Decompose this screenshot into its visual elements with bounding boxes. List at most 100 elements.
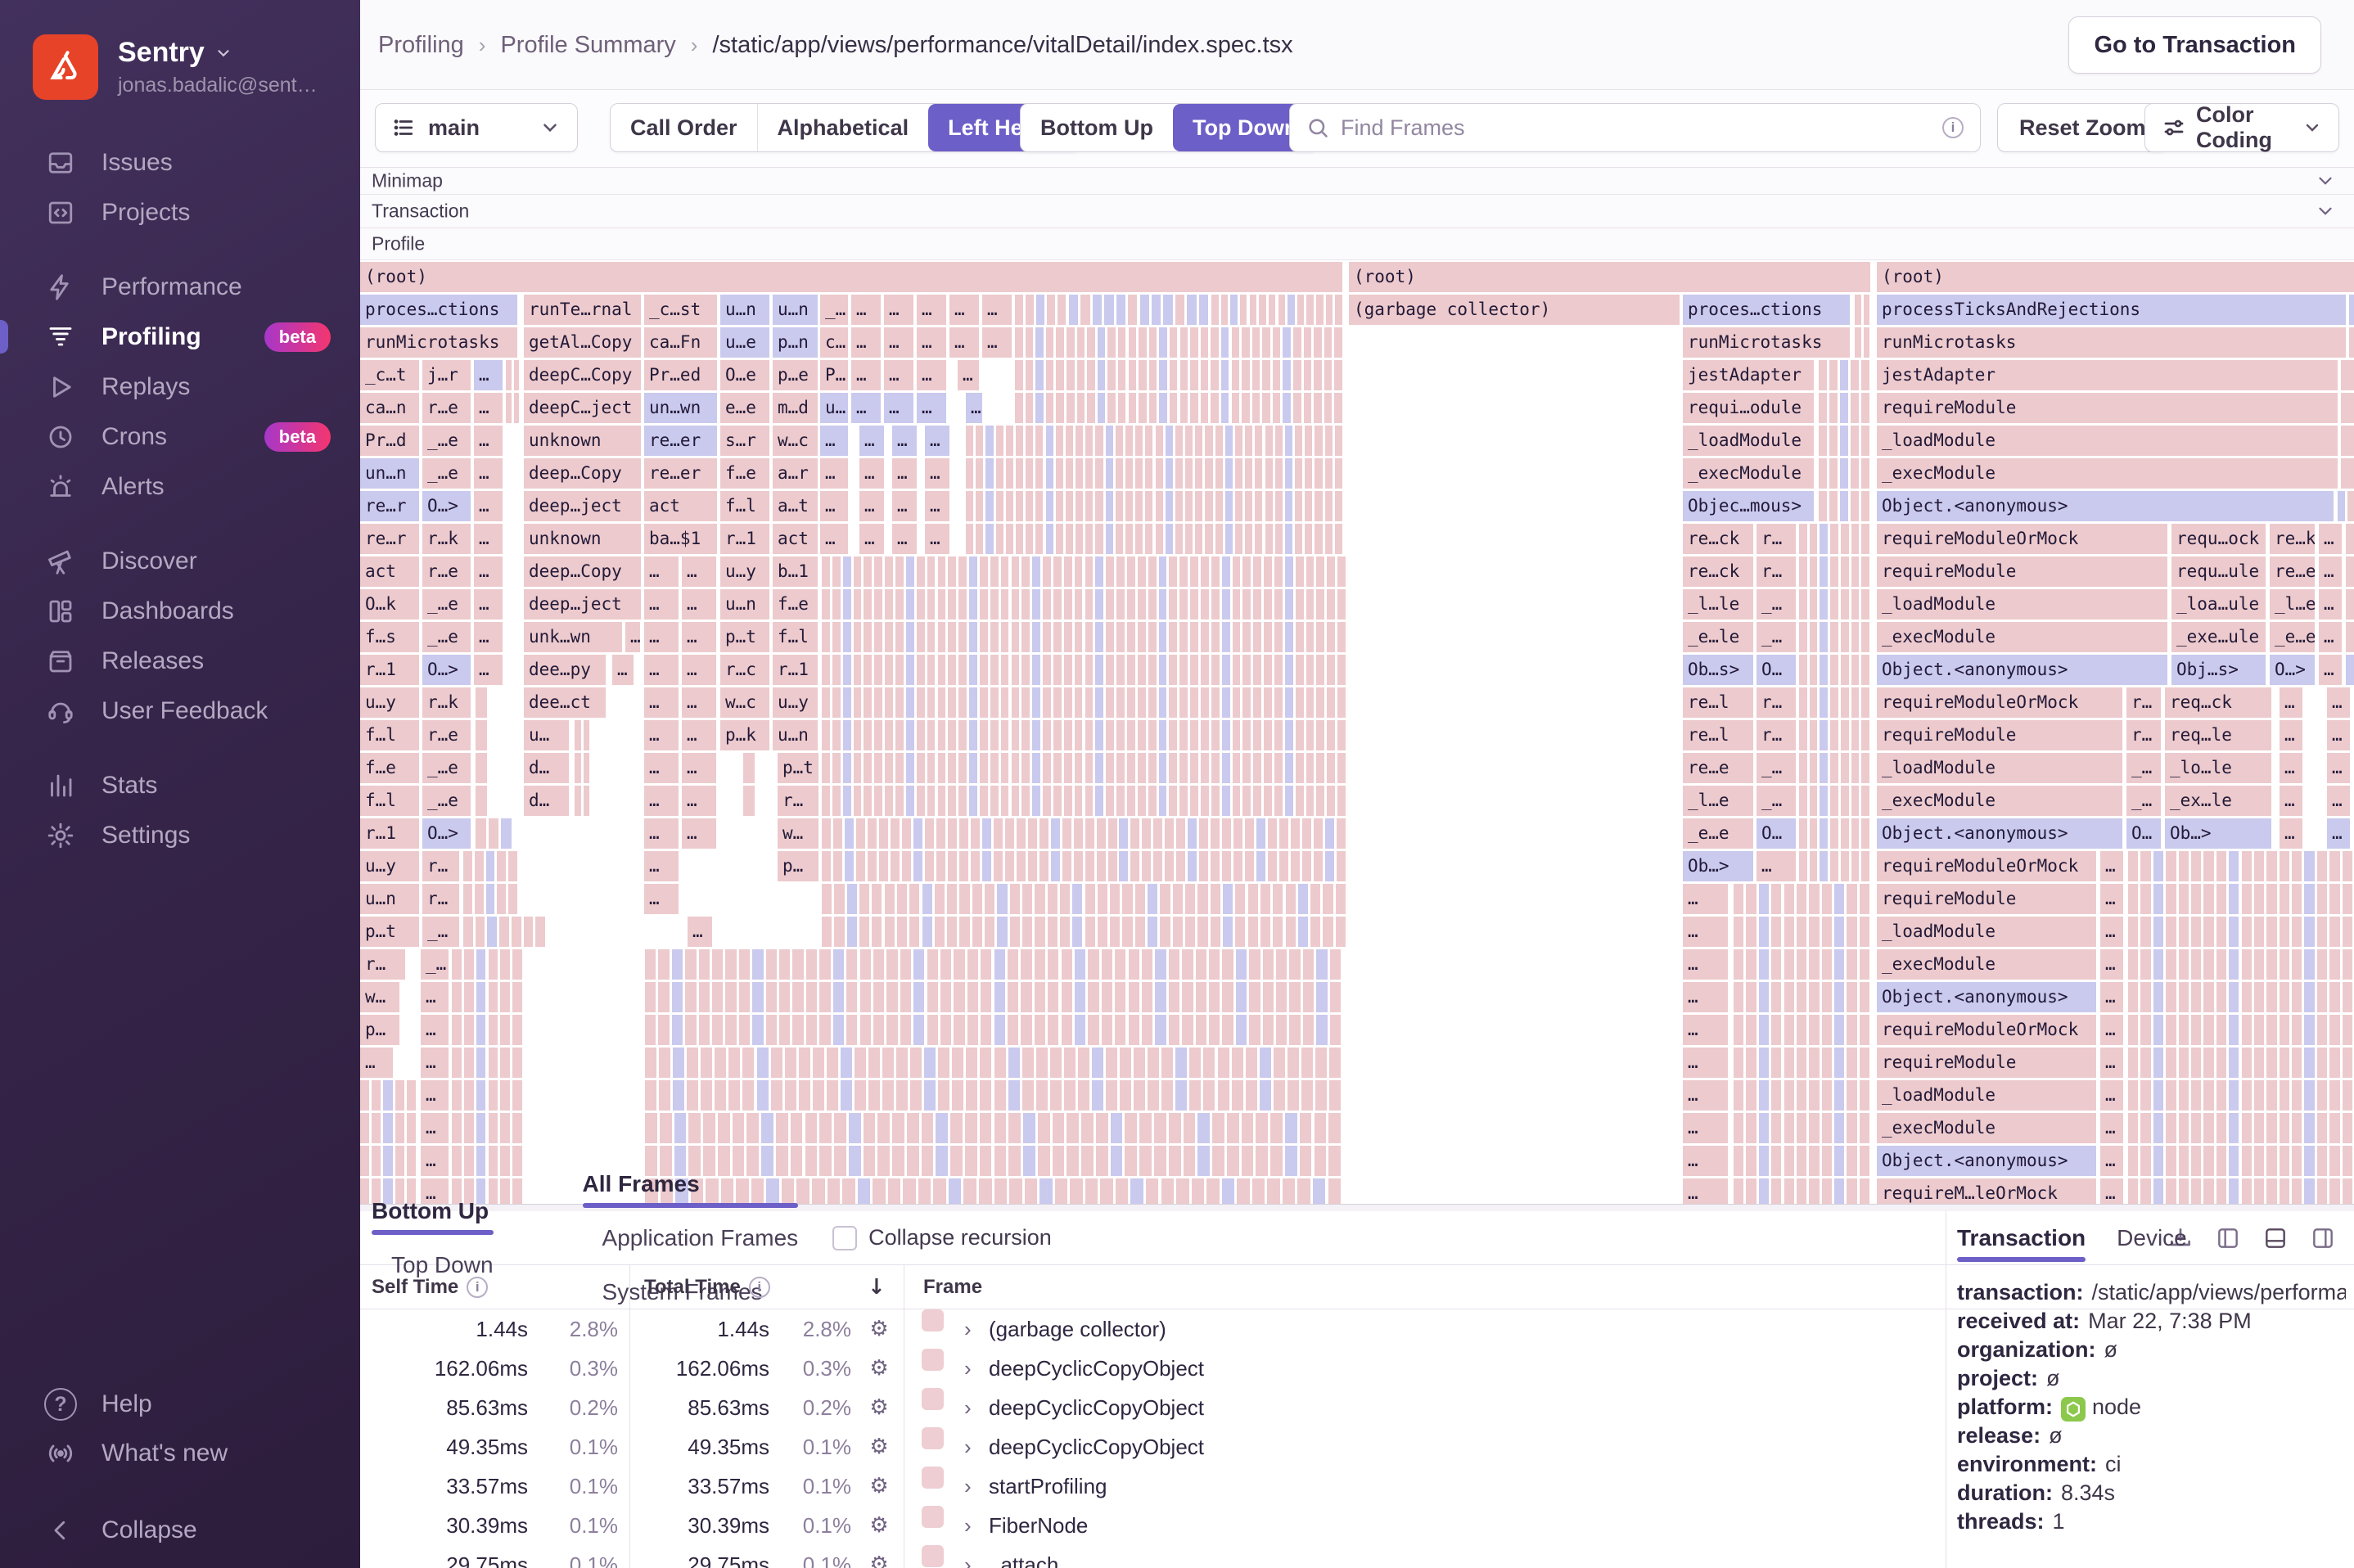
flame-frame[interactable] xyxy=(792,949,804,980)
table-row[interactable]: 33.57ms 0.1% 33.57ms 0.1% ⚙ › startProfiling xyxy=(360,1467,1946,1506)
flame-frame[interactable] xyxy=(1210,884,1220,914)
flame-frame[interactable] xyxy=(1032,622,1041,652)
flame-frame[interactable] xyxy=(1809,1080,1820,1111)
flame-frame[interactable]: act xyxy=(360,556,419,587)
flame-frame[interactable] xyxy=(1053,655,1062,685)
flame-frame[interactable] xyxy=(1088,1015,1099,1045)
flame-frame[interactable] xyxy=(476,1146,486,1176)
flame-frame[interactable] xyxy=(1253,556,1262,587)
flame-frame[interactable] xyxy=(2329,1048,2340,1078)
flame-frame[interactable] xyxy=(1215,426,1223,456)
flame-frame[interactable]: … xyxy=(892,491,917,521)
flame-frame[interactable] xyxy=(1126,753,1135,783)
flame-frame[interactable] xyxy=(1327,753,1336,783)
flame-frame[interactable] xyxy=(1861,818,1869,849)
flame-frame[interactable] xyxy=(1833,1015,1845,1045)
flame-frame[interactable] xyxy=(910,1048,922,1078)
flame-frame[interactable] xyxy=(1211,786,1220,816)
flame-frame[interactable] xyxy=(885,589,894,620)
flame-frame[interactable]: … xyxy=(884,327,913,358)
flame-frame[interactable] xyxy=(1137,589,1146,620)
flame-frame[interactable] xyxy=(1809,622,1818,652)
flame-frame[interactable] xyxy=(864,786,873,816)
flame-frame[interactable] xyxy=(1183,1113,1196,1143)
flame-frame[interactable] xyxy=(1249,295,1257,325)
flame-frame[interactable] xyxy=(864,556,873,587)
flame-frame[interactable] xyxy=(1746,917,1756,947)
self-time-info-icon[interactable]: i xyxy=(467,1276,489,1298)
flame-frame[interactable] xyxy=(2338,491,2345,521)
flame-frame[interactable] xyxy=(916,655,925,685)
flame-frame[interactable]: … xyxy=(884,393,913,423)
flame-frame[interactable] xyxy=(1287,1080,1299,1111)
flame-frame[interactable] xyxy=(1215,524,1223,554)
flame-frame[interactable]: f…e xyxy=(360,753,419,783)
flame-frame[interactable] xyxy=(500,1080,511,1111)
flame-frame[interactable] xyxy=(1107,851,1117,881)
flame-frame[interactable]: … xyxy=(2319,589,2342,620)
flame-frame[interactable] xyxy=(1205,491,1213,521)
flame-frame[interactable] xyxy=(1116,622,1125,652)
flame-frame[interactable] xyxy=(512,1113,522,1143)
flame-frame[interactable] xyxy=(966,458,974,489)
flame-frame[interactable] xyxy=(2190,917,2202,947)
flame-frame[interactable] xyxy=(981,1015,992,1045)
flame-frame[interactable] xyxy=(1005,458,1013,489)
flame-frame[interactable] xyxy=(1096,818,1106,849)
flame-frame[interactable] xyxy=(523,917,534,947)
flame-frame[interactable] xyxy=(1242,360,1250,390)
flame-frame[interactable] xyxy=(2190,884,2202,914)
flame-frame[interactable]: b…1 xyxy=(773,556,818,587)
flame-frame[interactable] xyxy=(1169,687,1178,718)
flame-frame[interactable] xyxy=(1819,458,1827,489)
flame-frame[interactable] xyxy=(775,1113,788,1143)
flame-frame[interactable] xyxy=(1840,622,1849,652)
tab-top-down[interactable]: Top Down xyxy=(391,1251,494,1277)
flame-frame[interactable] xyxy=(805,982,818,1012)
flame-frame[interactable] xyxy=(901,851,911,881)
flame-frame[interactable] xyxy=(845,818,854,849)
flame-frame[interactable] xyxy=(1337,655,1346,685)
flame-frame[interactable] xyxy=(1063,1080,1076,1111)
flame-frame[interactable] xyxy=(1007,982,1019,1012)
flame-frame[interactable] xyxy=(1175,1048,1188,1078)
flame-frame[interactable]: … xyxy=(884,360,913,390)
flame-frame[interactable] xyxy=(896,884,908,914)
flame-frame[interactable] xyxy=(966,1048,978,1078)
flame-frame[interactable]: requireModuleOrMock xyxy=(1877,1015,2096,1045)
flame-frame[interactable] xyxy=(1231,1048,1243,1078)
flame-frame[interactable] xyxy=(1175,295,1185,325)
flame-frame[interactable] xyxy=(997,884,1008,914)
frame-settings-gear-icon[interactable]: ⚙ xyxy=(869,1435,889,1459)
flame-frame[interactable]: … xyxy=(2100,1146,2123,1176)
flame-frame[interactable] xyxy=(1305,491,1313,521)
flame-frame[interactable] xyxy=(770,1080,782,1111)
flame-frame[interactable] xyxy=(859,982,871,1012)
flame-frame[interactable] xyxy=(1053,556,1062,587)
flame-frame[interactable] xyxy=(1035,426,1044,456)
flame-frame[interactable] xyxy=(937,753,946,783)
flame-frame[interactable]: … xyxy=(644,818,679,849)
flame-frame[interactable] xyxy=(1145,426,1153,456)
flame-frame[interactable] xyxy=(1306,622,1315,652)
flame-frame[interactable] xyxy=(1851,655,1860,685)
flame-frame[interactable] xyxy=(2304,1146,2315,1176)
flame-frame[interactable] xyxy=(990,720,999,750)
flame-frame[interactable] xyxy=(497,884,507,914)
flame-frame[interactable] xyxy=(1106,720,1115,750)
flame-frame[interactable] xyxy=(940,982,952,1012)
flame-frame[interactable] xyxy=(1285,884,1296,914)
flame-frame[interactable] xyxy=(884,917,895,947)
flame-frame[interactable] xyxy=(1021,655,1030,685)
flame-frame[interactable] xyxy=(972,917,982,947)
flame-frame[interactable] xyxy=(2304,1178,2315,1204)
flame-frame[interactable] xyxy=(1048,982,1059,1012)
flame-frame[interactable] xyxy=(1796,1080,1807,1111)
flame-frame[interactable] xyxy=(976,458,984,489)
flame-frame[interactable] xyxy=(2253,1015,2265,1045)
flame-frame[interactable] xyxy=(395,1080,404,1111)
flame-frame[interactable]: s…r xyxy=(720,426,769,456)
flame-frame[interactable] xyxy=(1148,393,1157,423)
flame-frame[interactable] xyxy=(746,1113,760,1143)
flame-frame[interactable] xyxy=(1101,1015,1113,1045)
